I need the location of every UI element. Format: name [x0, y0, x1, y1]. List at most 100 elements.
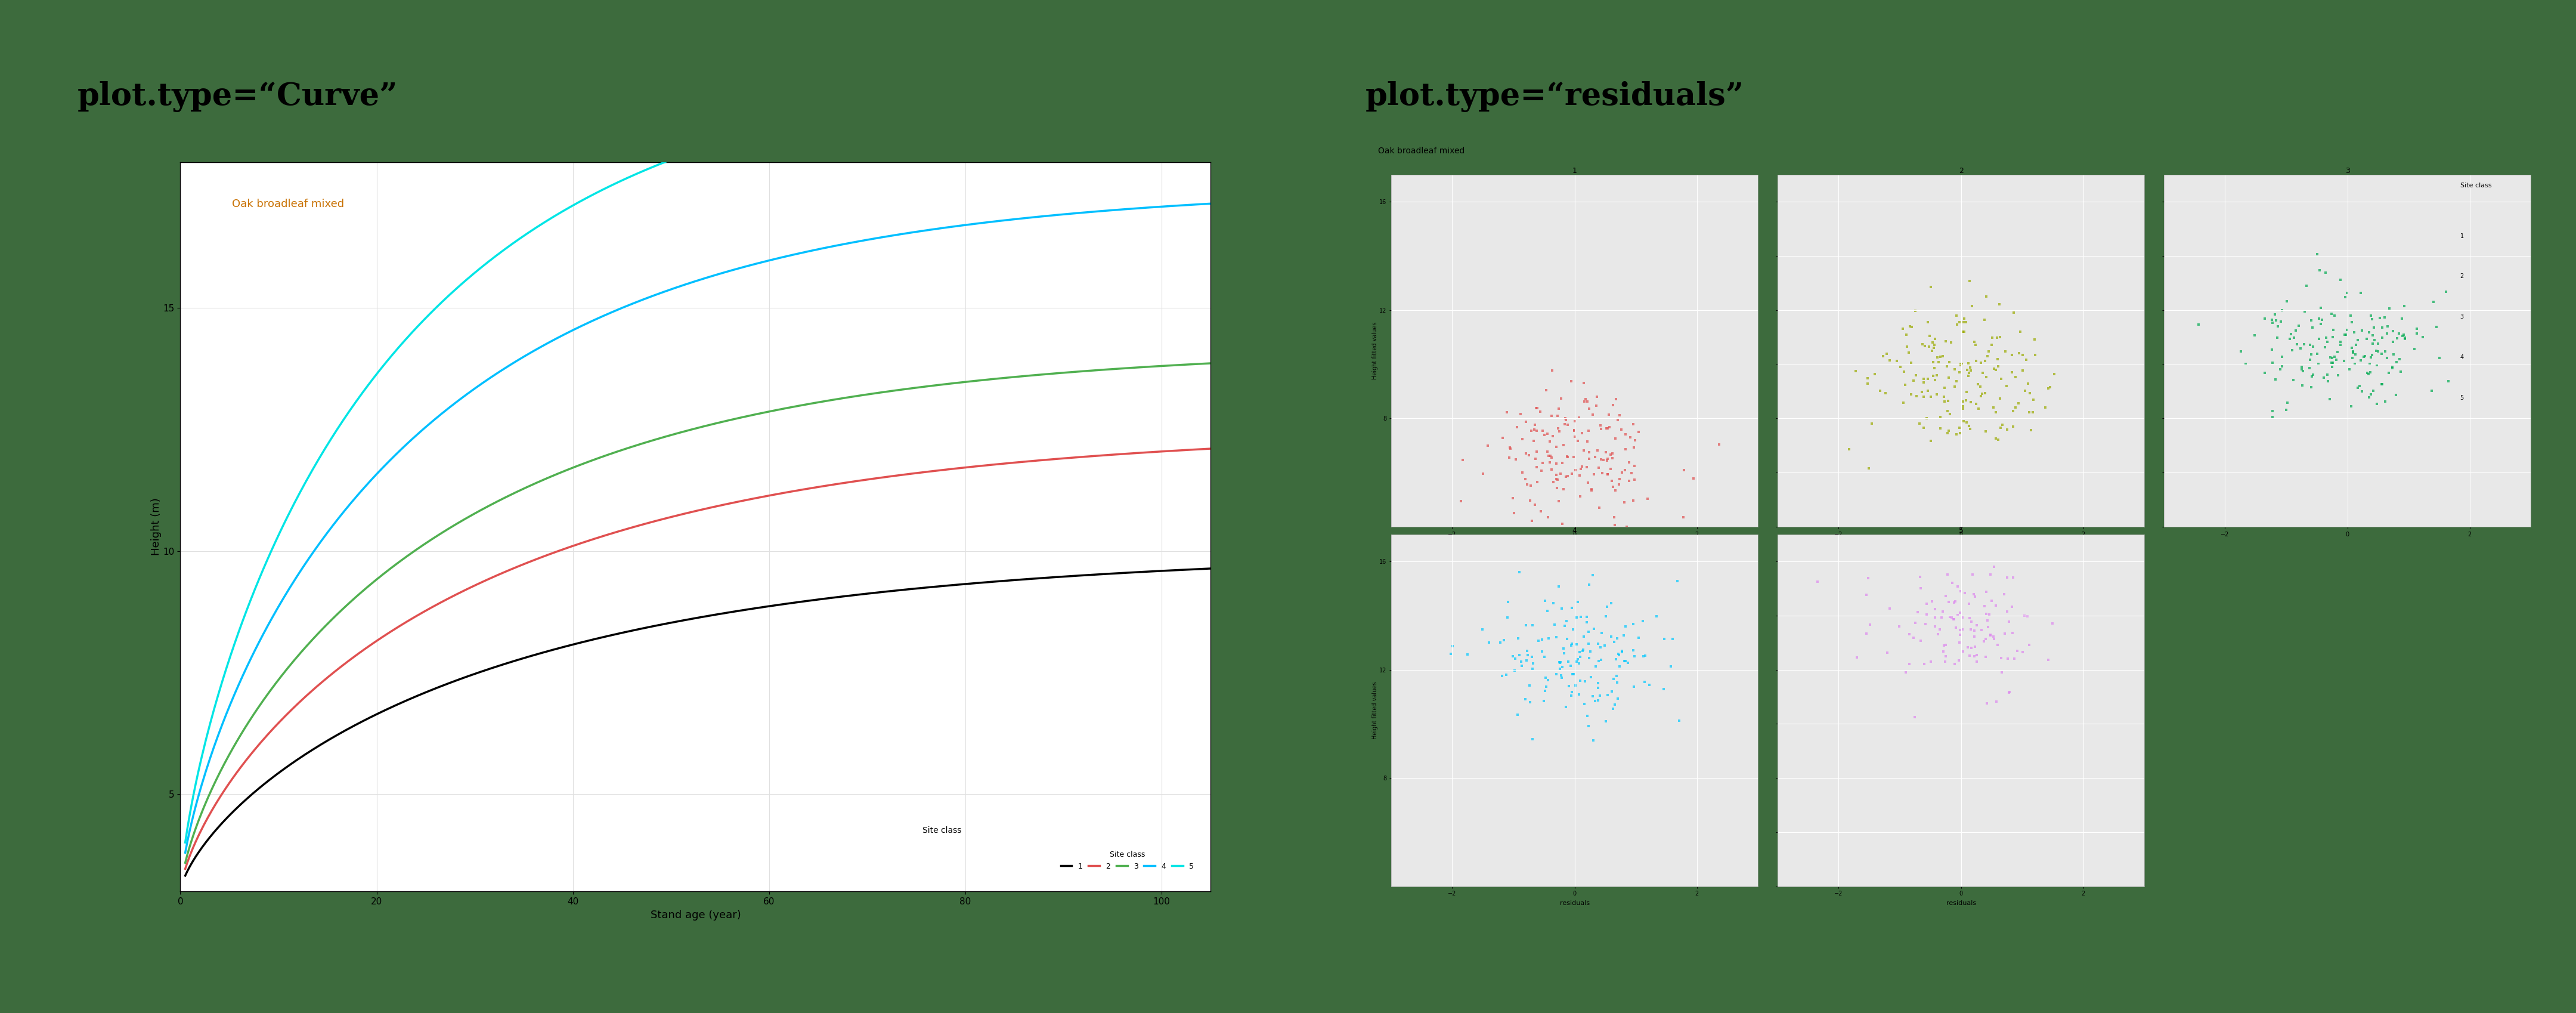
Point: [2262, 348, 2303, 365]
Point: [1984, 625, 2025, 641]
Point: [1533, 474, 1574, 490]
Point: [1968, 343, 2009, 360]
Point: [1569, 718, 1610, 734]
Point: [1577, 680, 1618, 696]
Point: [1551, 635, 1592, 651]
Point: [1834, 363, 1875, 379]
Point: [1587, 466, 1628, 482]
Point: [2298, 246, 2339, 262]
Point: [1587, 406, 1628, 422]
Point: [1530, 448, 1571, 464]
Point: [1543, 416, 1584, 433]
Point: [1965, 423, 2007, 440]
Point: [2380, 364, 2421, 380]
Title: 3: 3: [2344, 167, 2349, 175]
Point: [1571, 688, 1613, 704]
Text: Oak broadleaf mixed: Oak broadleaf mixed: [232, 199, 345, 210]
Point: [1986, 378, 2027, 394]
Point: [1610, 465, 1651, 481]
Point: [1497, 630, 1538, 646]
Point: [1613, 679, 1654, 695]
Point: [2311, 355, 2352, 371]
Point: [2254, 306, 2295, 322]
Point: [1955, 647, 1996, 664]
Point: [1978, 358, 2020, 374]
Point: [1991, 364, 2032, 380]
Point: [1986, 569, 2027, 586]
Point: [1896, 604, 1937, 620]
Point: [1917, 355, 1958, 371]
Point: [1597, 630, 1638, 646]
Point: [1533, 595, 1574, 611]
Point: [1976, 362, 2017, 378]
Point: [1981, 371, 2022, 387]
Point: [1924, 637, 1965, 653]
Point: [1522, 643, 1564, 659]
Text: 5: 5: [2460, 395, 2463, 401]
Point: [1893, 709, 1935, 725]
Point: [1595, 391, 1636, 407]
Point: [1999, 344, 2040, 361]
Point: [1494, 505, 1535, 522]
Point: [2380, 352, 2421, 368]
Point: [1489, 440, 1530, 456]
Point: [1904, 371, 1945, 387]
Point: [1546, 468, 1587, 484]
Point: [2002, 644, 2043, 660]
Point: [1607, 472, 1649, 488]
Point: [1960, 355, 2002, 371]
Point: [1978, 297, 2020, 313]
Y-axis label: Height fitted values: Height fitted values: [1373, 322, 1378, 380]
Point: [1543, 645, 1584, 661]
Point: [2329, 362, 2370, 378]
Point: [1940, 583, 1981, 600]
Point: [1530, 461, 1571, 477]
Point: [1991, 625, 2032, 641]
Point: [1651, 631, 1692, 647]
Point: [2324, 326, 2365, 342]
Point: [2290, 336, 2331, 353]
Point: [1558, 409, 1600, 425]
Point: [1883, 364, 1924, 380]
Point: [1605, 653, 1646, 670]
Point: [1571, 407, 1613, 423]
Point: [1623, 674, 1664, 690]
Point: [1613, 440, 1654, 456]
Point: [1924, 380, 1965, 396]
Point: [1852, 415, 1893, 432]
Point: [1960, 388, 2002, 404]
Point: [1855, 366, 1896, 382]
Point: [2365, 343, 2406, 360]
Point: [1798, 573, 1839, 590]
Point: [2347, 330, 2388, 346]
Point: [1870, 601, 1911, 617]
Point: [1430, 645, 1471, 661]
Point: [1497, 418, 1538, 435]
Point: [1571, 567, 1613, 583]
Point: [2331, 314, 2372, 330]
Point: [1991, 418, 2032, 435]
Point: [1597, 647, 1638, 664]
Point: [1525, 426, 1566, 443]
Point: [1914, 610, 1955, 626]
Point: [1579, 651, 1620, 668]
Point: [1528, 672, 1569, 688]
Point: [1965, 583, 2007, 600]
Point: [1945, 414, 1986, 431]
Point: [1942, 622, 1984, 638]
Point: [1847, 570, 1888, 587]
Point: [1589, 596, 1631, 612]
Point: [1582, 452, 1623, 468]
Point: [2004, 383, 2045, 399]
Point: [2226, 356, 2267, 372]
Point: [2277, 317, 2318, 333]
Point: [1870, 353, 1911, 369]
Point: [1922, 348, 1963, 365]
Point: [2313, 322, 2354, 338]
Point: [1651, 658, 1692, 675]
Point: [1978, 432, 2020, 448]
X-axis label: residuals: residuals: [1558, 901, 1589, 907]
Point: [1953, 629, 1994, 645]
Point: [2030, 379, 2071, 395]
Point: [1994, 369, 2035, 385]
